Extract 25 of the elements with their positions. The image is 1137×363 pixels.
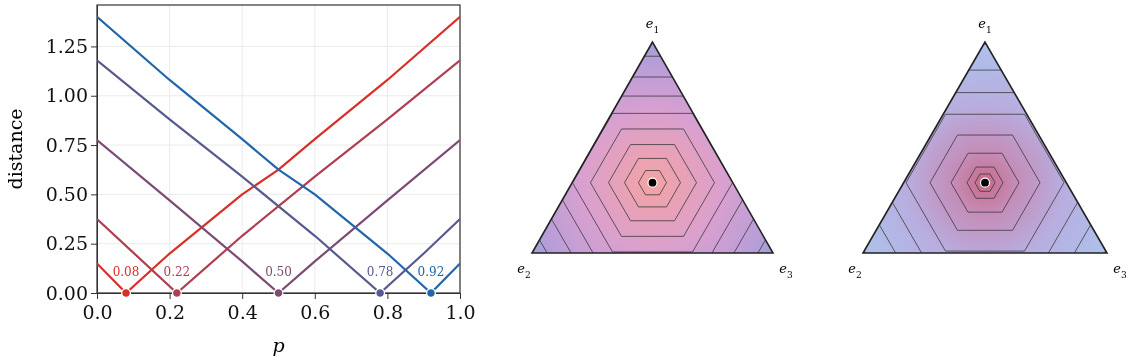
- text: e$_{3}$: [779, 261, 793, 280]
- x-axis-title: p: [272, 334, 285, 356]
- x-tick-label: 0.6: [300, 301, 331, 324]
- x-tick-label: 0.8: [372, 301, 404, 324]
- y-tick-label: 0.50: [45, 182, 88, 205]
- x-tick-label: 0.4: [227, 301, 258, 324]
- x-tick-label: 1.0: [445, 301, 476, 324]
- y-tick-label: 0.75: [45, 133, 88, 156]
- annotation: 0.22: [163, 265, 191, 279]
- annotation: 0.92: [417, 265, 445, 279]
- y-tick-label: 1.00: [45, 84, 88, 107]
- y-tick-label: 0.25: [45, 232, 88, 255]
- annotation: 0.50: [265, 265, 292, 279]
- text: e$_{2}$: [848, 261, 862, 280]
- annotation: 0.78: [366, 265, 394, 279]
- y-axis-title: distance: [4, 108, 26, 190]
- text: e$_{2}$: [517, 261, 531, 280]
- x-tick-label: 0.2: [154, 301, 186, 324]
- annotation: 0.08: [112, 265, 140, 279]
- text: e$_{1}$: [645, 16, 660, 35]
- text: e$_{3}$: [1113, 261, 1127, 280]
- y-tick-label: 0.00: [45, 281, 88, 304]
- text: e$_{1}$: [978, 16, 992, 35]
- y-tick-label: 1.25: [45, 35, 88, 57]
- x-tick-label: 0.0: [82, 301, 113, 324]
